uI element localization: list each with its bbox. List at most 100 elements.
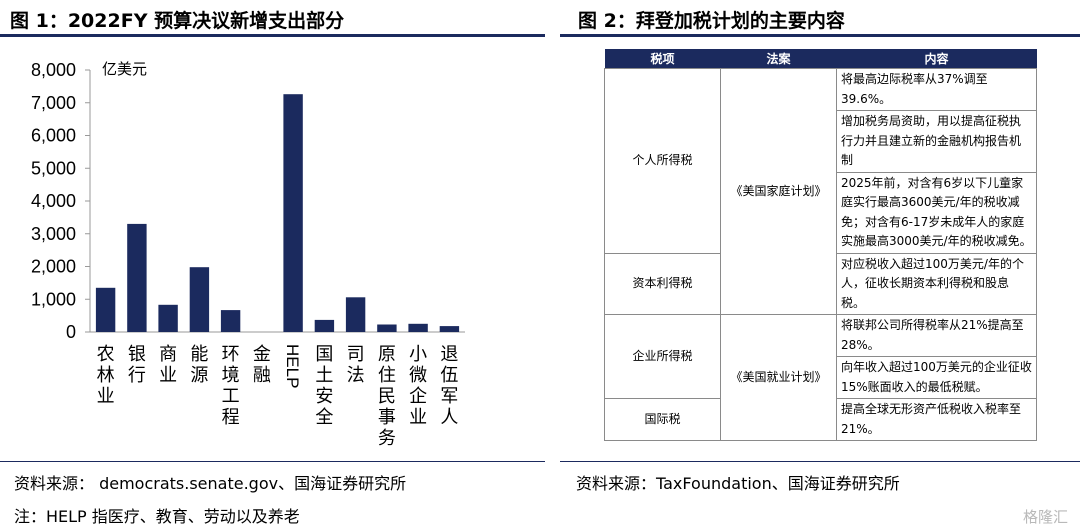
y-tick-label: 3,000: [31, 224, 76, 244]
svg-text:人: 人: [440, 407, 458, 427]
table-row: 增加税务局资助，用以提高征税执行力并且建立新的金融机构报告机制: [605, 110, 1037, 173]
chart-axes: 0 1,000 2,000 3,000 4,000 5,000 6,000 7,000 8,00…: [31, 60, 465, 342]
svg-text:住: 住: [378, 365, 396, 385]
header-bill: 法案: [720, 49, 837, 69]
svg-text:民: 民: [378, 386, 396, 406]
bar: [439, 326, 460, 332]
y-tick-label: 7,000: [31, 93, 76, 113]
tax-type-cell: 企业所得税: [604, 314, 721, 399]
svg-text:微: 微: [409, 365, 427, 385]
table-row: 资本利得税 对应税收入超过100万美元/年的个人，征收长期资本利得税和股息税。: [604, 252, 1037, 315]
content-cell: 将最高边际税率从37%调至39.6%。: [836, 68, 1037, 111]
left-source-rule: [0, 461, 545, 462]
tax-plan-table: 税项 法案 内容 个人所得税 《美国家庭计划》 将最高边际税率从37%调至39.…: [604, 49, 1037, 441]
svg-text:金: 金: [253, 344, 271, 364]
svg-text:程: 程: [222, 407, 240, 427]
svg-text:HELP: HELP: [283, 344, 302, 388]
x-category-label: 商业: [159, 344, 177, 385]
bar: [127, 223, 147, 332]
svg-text:务: 务: [378, 428, 396, 448]
svg-text:小: 小: [409, 344, 427, 364]
svg-text:农: 农: [97, 344, 115, 364]
svg-text:伍: 伍: [440, 365, 458, 385]
bar: [158, 304, 178, 332]
bar: [189, 267, 210, 332]
svg-text:银: 银: [128, 344, 146, 364]
right-title-rule: [560, 34, 1080, 37]
svg-text:商: 商: [159, 344, 177, 364]
svg-text:退: 退: [440, 344, 458, 364]
svg-text:业: 业: [159, 365, 177, 385]
svg-text:源: 源: [190, 365, 208, 385]
bar: [95, 287, 116, 332]
svg-text:司: 司: [347, 344, 365, 364]
tax-type-cell: 国际税: [604, 398, 721, 441]
bar: [283, 94, 303, 332]
svg-text:能: 能: [190, 344, 208, 364]
right-source-rule: [560, 461, 1080, 462]
bar: [314, 319, 335, 332]
header-tax-type: 税项: [604, 49, 721, 69]
x-category-label: 金融: [253, 344, 271, 385]
svg-text:法: 法: [347, 365, 365, 385]
left-source-text: 资料来源： democrats.senate.gov、国海证券研究所: [14, 474, 407, 493]
left-title-rule: [0, 34, 545, 37]
tax-type-cell: 个人所得税: [604, 68, 721, 254]
y-tick-label: 2,000: [31, 257, 76, 277]
svg-text:融: 融: [253, 365, 271, 385]
svg-text:林: 林: [97, 365, 115, 385]
x-category-label: 司法: [347, 344, 365, 385]
table-row: 向年收入超过100万美元的企业征收15%账面收入的最低税赋。: [605, 356, 1037, 399]
table-row: 企业所得税 《美国就业计划》 将联邦公司所得税率从21%提高至28%。: [604, 314, 1037, 441]
svg-text:境: 境: [222, 365, 240, 385]
x-category-label: 农林业: [97, 344, 115, 406]
svg-text:事: 事: [378, 407, 396, 427]
svg-text:企: 企: [409, 386, 427, 406]
right-figure-title: 图 2：拜登加税计划的主要内容: [578, 10, 845, 32]
content-cell: 对应税收入超过100万美元/年的个人，征收长期资本利得税和股息税。: [836, 252, 1037, 315]
svg-text:业: 业: [97, 386, 115, 406]
svg-text:全: 全: [315, 407, 333, 427]
svg-text:业: 业: [409, 407, 427, 427]
y-tick-label: 5,000: [31, 158, 76, 178]
bar: [345, 297, 366, 332]
left-note-text: 注：HELP 指医疗、教育、劳动以及养老: [14, 507, 300, 526]
table-row: 国际税 提高全球无形资产低税收入税率至21%。: [604, 398, 1037, 441]
y-tick-label: 4,000: [31, 191, 76, 211]
x-category-label: HELP: [283, 344, 302, 388]
watermark-text: 格隆汇: [1022, 508, 1068, 526]
svg-text:行: 行: [128, 365, 146, 385]
x-category-label: 能源: [190, 344, 208, 385]
bar: [220, 310, 241, 332]
left-figure-title: 图 1：2022FY 预算决议新增支出部分: [10, 10, 345, 32]
y-tick-label: 6,000: [31, 126, 76, 146]
table-row: 个人所得税 《美国家庭计划》 将最高边际税率从37%调至39.6%。: [604, 68, 1037, 315]
bar: [377, 324, 397, 332]
content-cell: 向年收入超过100万美元的企业征收15%账面收入的最低税赋。: [836, 356, 1037, 399]
x-category-label: 银行: [128, 344, 146, 385]
right-source-text: 资料来源：TaxFoundation、国海证券研究所: [576, 474, 900, 493]
tax-type-cell: 资本利得税: [604, 252, 721, 315]
svg-text:环: 环: [222, 344, 240, 364]
bar: [408, 323, 428, 332]
svg-text:军: 军: [440, 386, 458, 406]
svg-text:工: 工: [222, 386, 240, 406]
content-cell: 增加税务局资助，用以提高征税执行力并且建立新的金融机构报告机制: [836, 110, 1037, 173]
bill-cell: 《美国就业计划》: [720, 314, 837, 441]
y-tick-label: 8,000: [31, 60, 76, 80]
chart-bars: [95, 94, 460, 332]
header-content: 内容: [836, 49, 1037, 69]
content-cell: 2025年前，对含有6岁以下儿童家庭实行最高3600美元/年的税收减免；对含有6…: [836, 171, 1037, 254]
svg-text:土: 土: [315, 365, 333, 385]
svg-text:国: 国: [315, 344, 333, 364]
y-unit-label: 亿美元: [102, 61, 147, 78]
svg-text:安: 安: [315, 386, 333, 406]
y-tick-label: 1,000: [31, 289, 76, 309]
y-tick-label: 0: [66, 322, 76, 342]
